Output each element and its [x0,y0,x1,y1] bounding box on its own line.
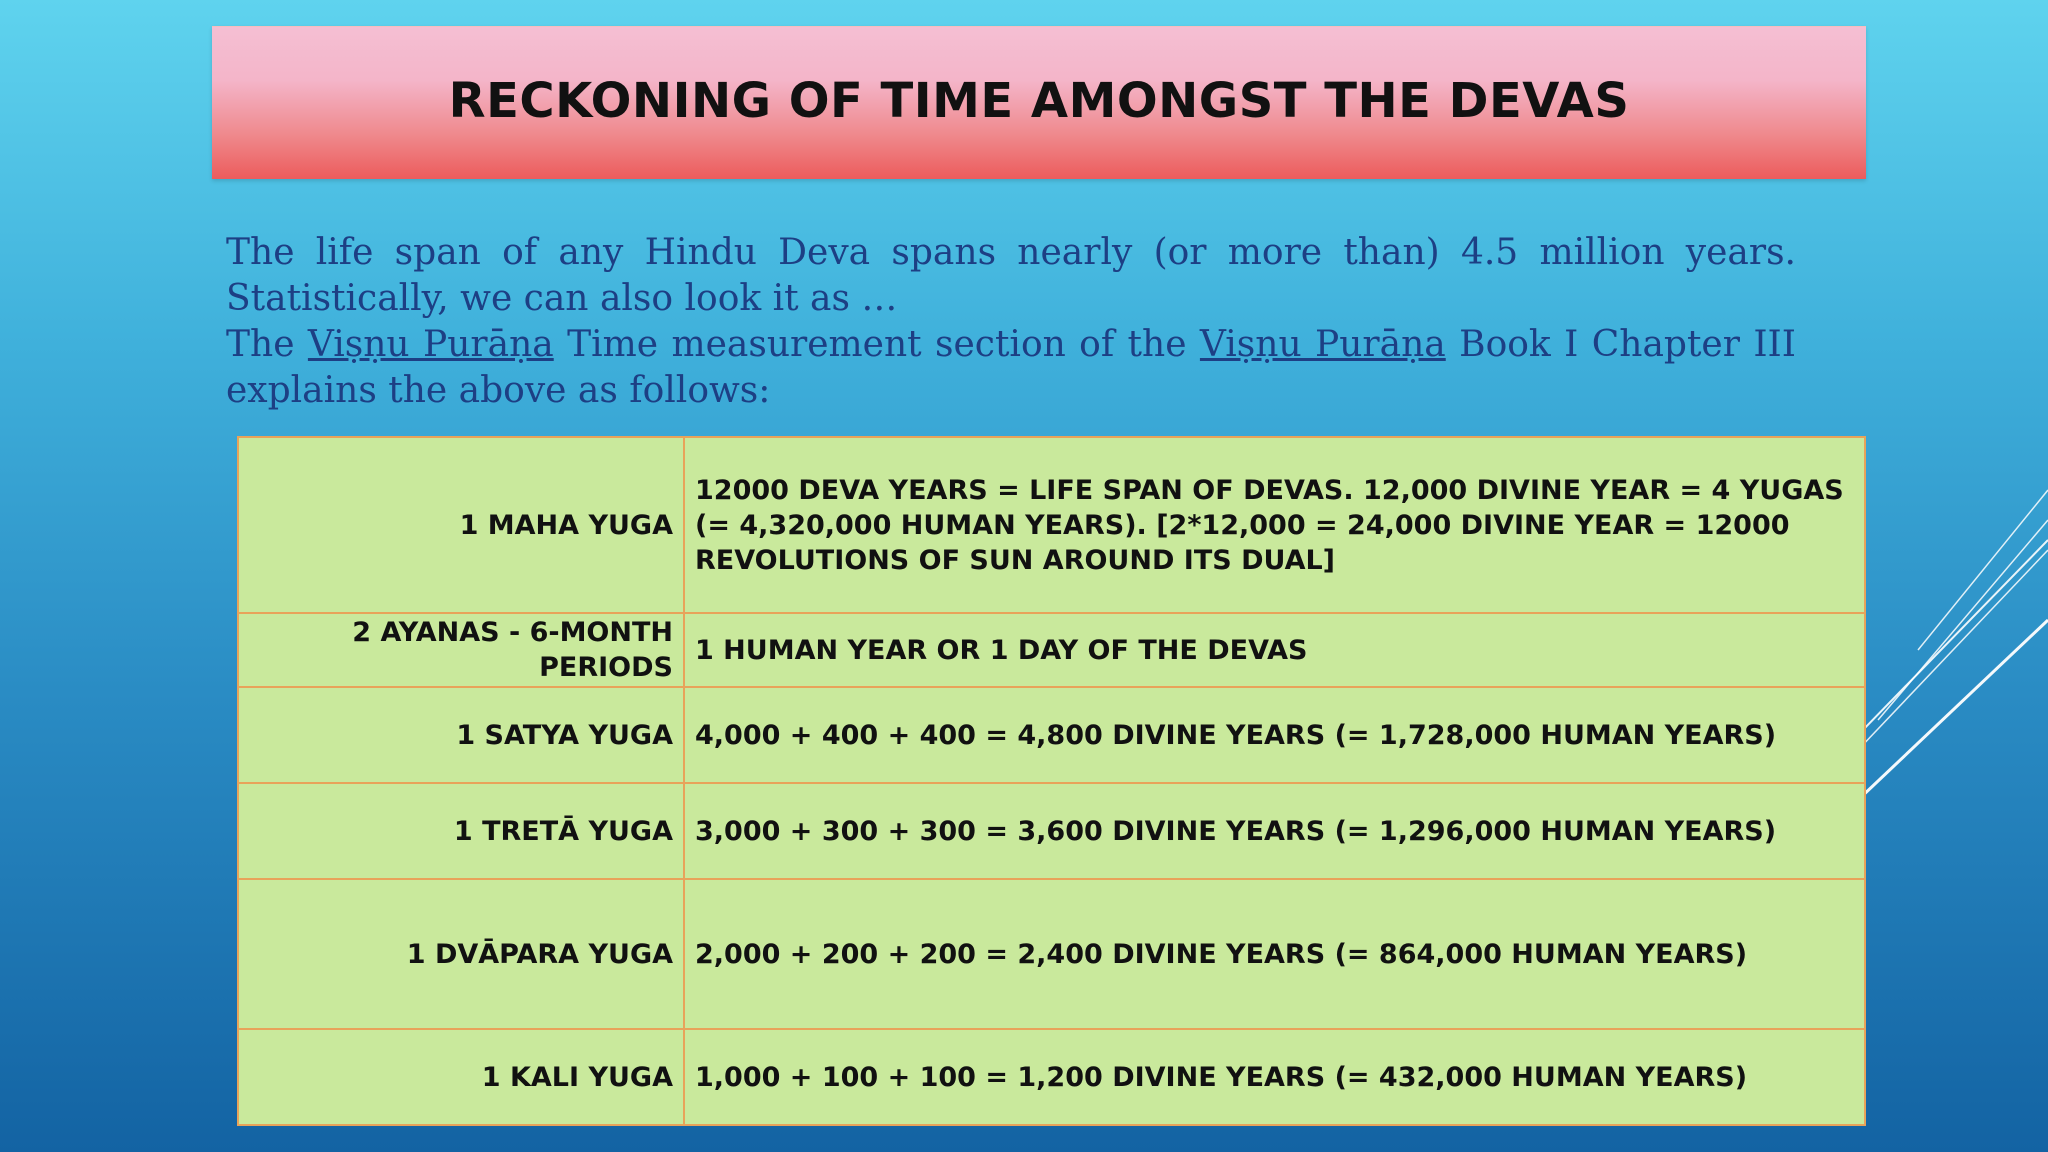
intro-paragraph-1: The life span of any Hindu Deva spans ne… [226,232,1796,319]
table-cell-term: 1 DVĀPARA YUGA [237,878,685,1030]
table-row: 1 DVĀPARA YUGA 2,000 + 200 + 200 = 2,400… [237,878,1866,1030]
table-row: 1 TRETĀ YUGA 3,000 + 300 + 300 = 3,600 D… [237,782,1866,880]
table-cell-term: 1 SATYA YUGA [237,686,685,784]
table-row: 2 AYANAS - 6-MONTH PERIODS 1 HUMAN YEAR … [237,612,1866,688]
table-row: 1 KALI YUGA 1,000 + 100 + 100 = 1,200 DI… [237,1028,1866,1126]
intro-text-segment: Book I Chapter III explains the above as… [226,324,1796,411]
intro-text-segment: Time measurement section of the [553,324,1200,365]
vishnu-purana-reference: Viṣṇu Purāṇa [307,324,554,365]
table-cell-term: 1 MAHA YUGA [237,436,685,614]
intro-text-segment: The [226,324,308,365]
table-row: 1 SATYA YUGA 4,000 + 400 + 400 = 4,800 D… [237,686,1866,784]
intro-text: The life span of any Hindu Deva spans ne… [226,230,1796,414]
slide-title: RECKONING OF TIME AMONGST THE DEVAS [448,73,1630,129]
yuga-table: 1 MAHA YUGA 12000 DEVA YEARS = LIFE SPAN… [237,436,1866,1126]
table-cell-term: 1 KALI YUGA [237,1028,685,1126]
table-cell-description: 1,000 + 100 + 100 = 1,200 DIVINE YEARS (… [683,1028,1866,1126]
vishnu-purana-reference: Viṣṇu Purāṇa [1199,324,1446,365]
table-cell-description: 3,000 + 300 + 300 = 3,600 DIVINE YEARS (… [683,782,1866,880]
table-cell-description: 4,000 + 400 + 400 = 4,800 DIVINE YEARS (… [683,686,1866,784]
title-banner: RECKONING OF TIME AMONGST THE DEVAS [212,26,1866,179]
decorative-lines [1858,489,2048,802]
table-cell-term: 1 TRETĀ YUGA [237,782,685,880]
table-cell-description: 2,000 + 200 + 200 = 2,400 DIVINE YEARS (… [683,878,1866,1030]
table-cell-description: 12000 DEVA YEARS = LIFE SPAN OF DEVAS. 1… [683,436,1866,614]
table-cell-description: 1 HUMAN YEAR OR 1 DAY OF THE DEVAS [683,612,1866,688]
table-row: 1 MAHA YUGA 12000 DEVA YEARS = LIFE SPAN… [237,436,1866,614]
intro-paragraph-2: The Viṣṇu Purāṇa Time measurement sectio… [226,322,1796,414]
table-cell-term: 2 AYANAS - 6-MONTH PERIODS [237,612,685,688]
